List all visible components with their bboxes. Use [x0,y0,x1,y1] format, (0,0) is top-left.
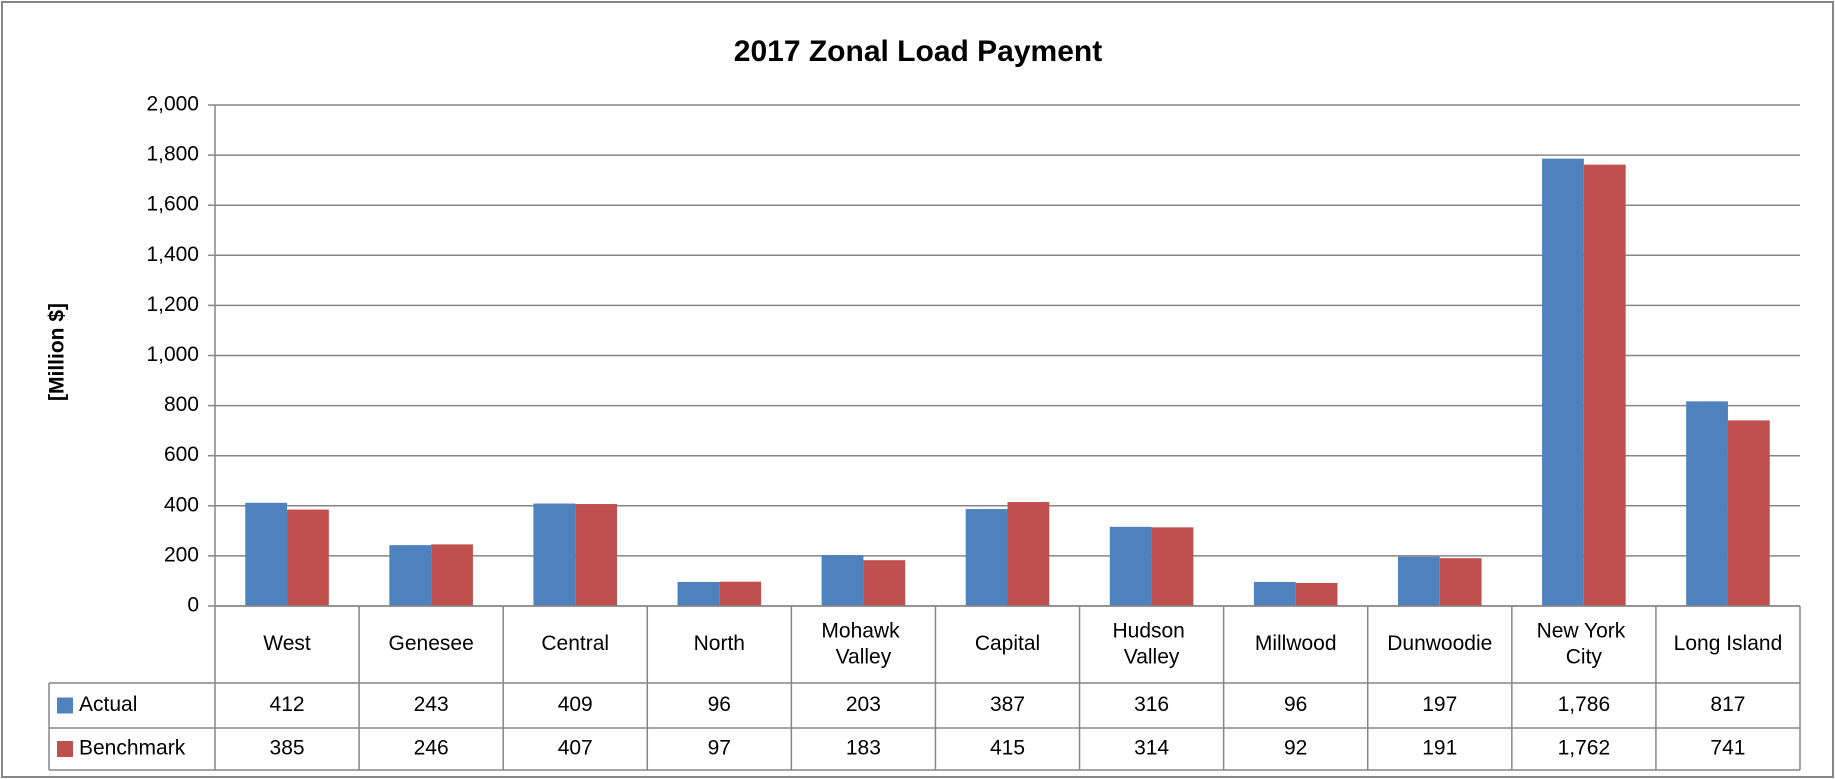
bar [965,509,1008,606]
bar [1542,158,1584,606]
table-value: 407 [558,737,593,760]
bar [389,545,432,606]
table-value: 412 [270,693,305,716]
bar [533,503,576,606]
bar [287,509,329,606]
table-value: 246 [414,737,449,760]
x-tick-label: Mohawk Valley [821,619,905,668]
table-value: 197 [1422,693,1457,716]
bar [245,502,288,606]
y-tick-label: 600 [164,443,199,466]
bar [1439,558,1482,606]
table-value: 741 [1710,737,1745,760]
bar [1583,164,1626,606]
table-value: 96 [708,693,731,716]
table-value: 415 [990,737,1025,760]
legend-label: Actual [79,693,137,716]
x-tick-label: New York City [1537,619,1632,668]
bar [1151,527,1194,606]
x-tick-label: Long Island [1674,632,1783,655]
bar [719,581,762,606]
table-value: 96 [1284,693,1307,716]
x-tick-label: West [263,632,311,655]
bar [821,555,864,606]
table-value: 92 [1284,737,1307,760]
bar [575,504,618,606]
legend-label: Benchmark [79,737,186,760]
table-value: 183 [846,737,881,760]
table-value: 385 [270,737,305,760]
bar [1727,420,1770,606]
x-tick-label: Capital [975,632,1040,655]
y-tick-label: 1,000 [146,343,199,366]
y-tick-label: 0 [187,594,199,617]
y-tick-label: 1,600 [146,193,199,216]
bar [863,560,906,606]
x-tick-label: Genesee [389,632,474,655]
table-value: 1,786 [1558,693,1611,716]
y-tick-label: 2,000 [146,93,199,116]
bar [677,581,720,606]
legend-swatch [57,741,73,757]
bar [1686,401,1728,606]
y-tick-label: 1,800 [146,143,199,166]
x-tick-label: Hudson Valley [1112,619,1190,668]
x-tick-label: North [694,632,745,655]
table-value: 203 [846,693,881,716]
x-tick-label: Millwood [1255,632,1337,655]
y-tick-label: 1,200 [146,293,199,316]
table-value: 314 [1134,737,1169,760]
bar [1109,526,1152,606]
chart-title: 2017 Zonal Load Payment [734,35,1102,68]
x-tick-label: Dunwoodie [1387,632,1492,655]
table-value: 97 [708,737,731,760]
y-tick-label: 800 [164,393,199,416]
table-value: 191 [1422,737,1457,760]
y-tick-label: 1,400 [146,243,199,266]
table-value: 387 [990,693,1025,716]
table-value: 316 [1134,693,1169,716]
table-value: 243 [414,693,449,716]
x-tick-label: Central [541,632,609,655]
bar [1397,556,1440,606]
y-axis-label: [Million $] [46,303,69,401]
y-tick-label: 400 [164,493,199,516]
bar [1295,582,1338,606]
table-value: 409 [558,693,593,716]
table-value: 817 [1710,693,1745,716]
bar [1253,581,1296,606]
y-tick-label: 200 [164,543,199,566]
table-value: 1,762 [1558,737,1611,760]
legend-swatch [57,697,73,714]
bar [431,544,473,606]
bar [1007,502,1050,606]
